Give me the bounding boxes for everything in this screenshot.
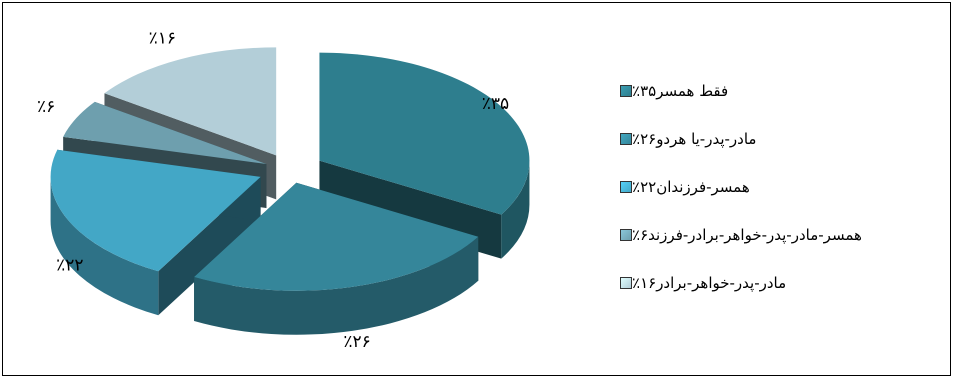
data-label-1: ٪۲۶ <box>343 332 370 352</box>
legend-swatch-2 <box>620 181 632 193</box>
data-label-4: ٪۱۶ <box>149 28 176 48</box>
legend-label-2: همسر-فرزندان۲۲٪ <box>632 178 750 196</box>
legend-item-3: همسر-مادر-پدر-خواهر-برادر-فرزند۶٪ <box>614 226 862 244</box>
legend-item-4: مادر-پدر-خواهر-برادر۱۶٪ <box>614 274 786 292</box>
legend-swatch-0 <box>620 85 632 97</box>
data-label-0: ٪۳۵ <box>482 94 509 114</box>
legend-item-0: فقط همسر۳۵٪ <box>614 82 728 100</box>
pie-slice-2 <box>50 149 261 316</box>
data-label-2: ٪۲۲ <box>56 255 83 275</box>
legend-label-4: مادر-پدر-خواهر-برادر۱۶٪ <box>632 274 787 292</box>
pie-slice-top-3 <box>63 101 267 164</box>
legend-label-3: همسر-مادر-پدر-خواهر-برادر-فرزند۶٪ <box>632 226 862 244</box>
pie-slice-1 <box>194 182 479 335</box>
pie-slice-top-4 <box>104 47 277 156</box>
pie-slice-top-2 <box>50 149 261 272</box>
pie-slice-side-2 <box>50 176 159 316</box>
legend-swatch-1 <box>620 133 632 145</box>
legend-item-2: همسر-فرزندان۲۲٪ <box>614 178 750 196</box>
pie-slice-side-0 <box>501 160 530 259</box>
legend-item-1: مادر-پدر-یا هردو۲۶٪ <box>614 130 756 148</box>
data-label-3: ٪۶ <box>37 97 55 117</box>
legend-label-1: مادر-پدر-یا هردو۲۶٪ <box>632 130 757 148</box>
legend-swatch-3 <box>620 229 632 241</box>
pie-slice-side-1 <box>194 236 479 335</box>
pie-slice-top-1 <box>194 182 479 291</box>
legend-label-0: فقط همسر۳۵٪ <box>632 82 729 100</box>
pie-slice-top-0 <box>319 52 530 215</box>
legend-swatch-4 <box>620 277 632 289</box>
